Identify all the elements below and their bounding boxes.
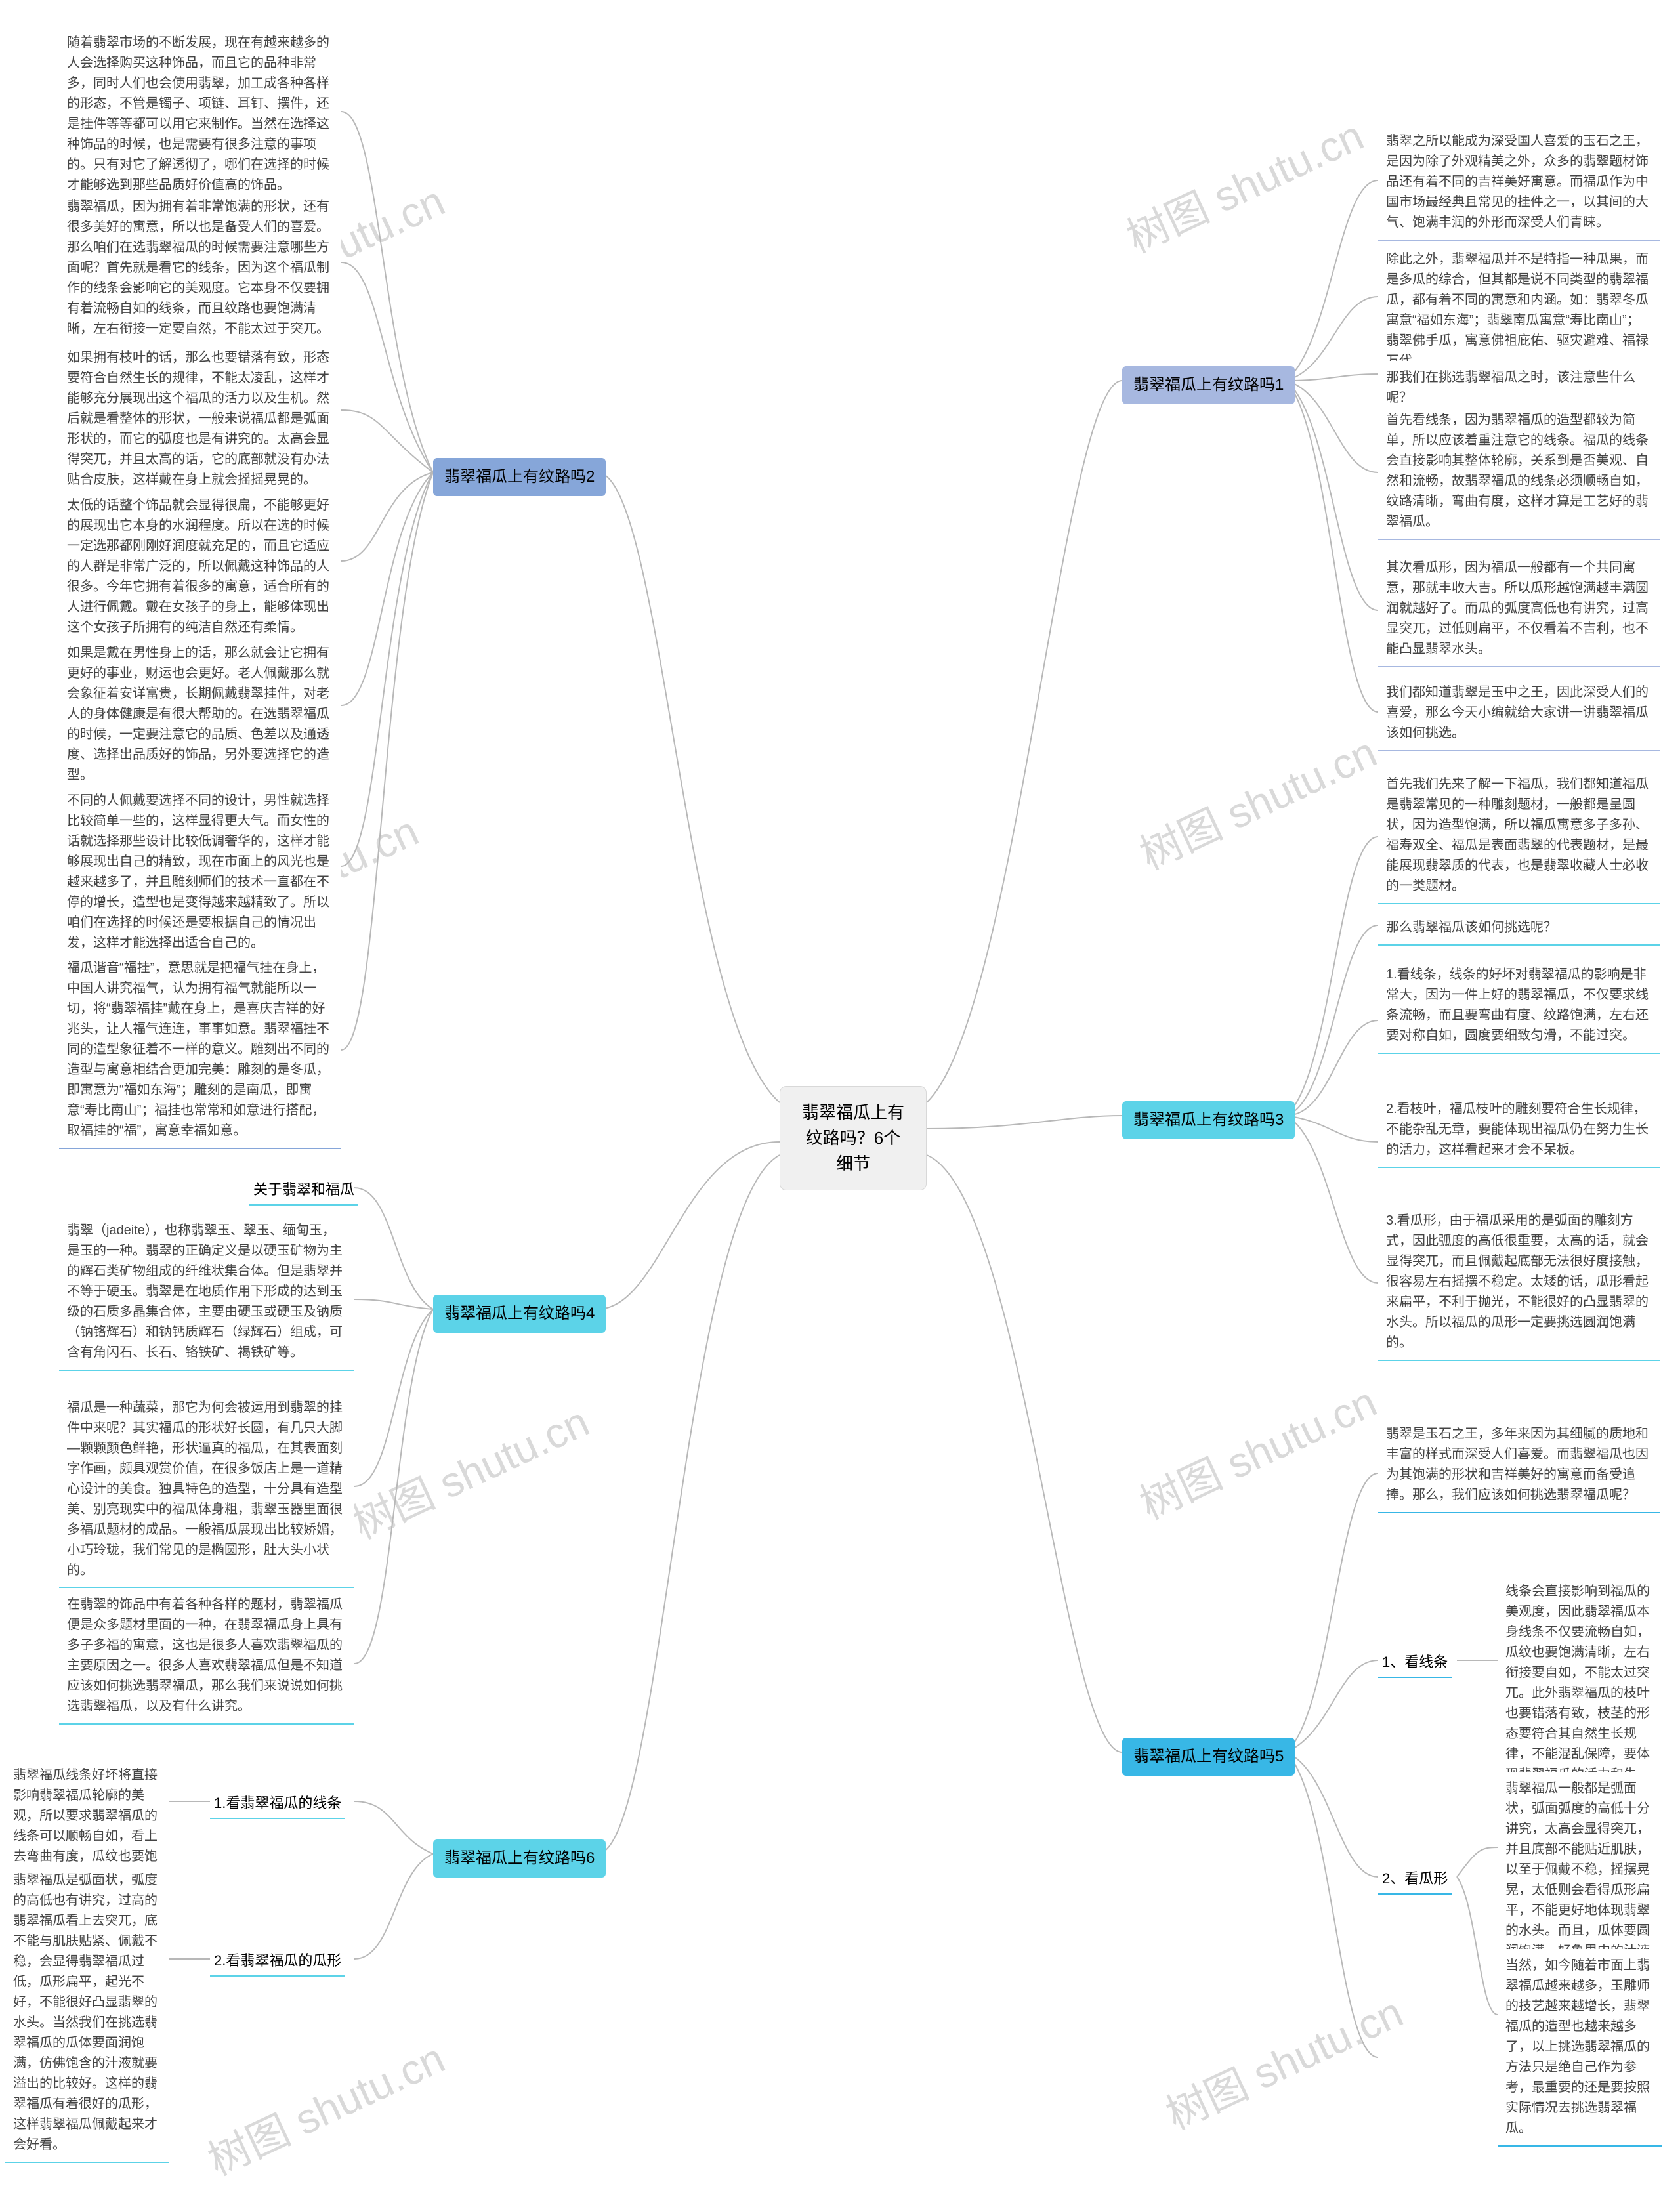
b5-label-0: 1、看线条: [1378, 1648, 1452, 1678]
b1-leaf-3: 首先看线条，因为翡翠福瓜的造型都较为简单，所以应该着重注意它的线条。福瓜的线条会…: [1378, 404, 1660, 540]
b6-text-1: 翡翠福瓜是弧面状，弧度的高低也有讲究，过高的翡翠福瓜看上去突兀，底不能与肌肤贴紧…: [5, 1864, 169, 2163]
b3-leaf-0: 首先我们先来了解一下福瓜，我们都知道福瓜是翡翠常见的一种雕刻题材，一般都是呈圆状…: [1378, 768, 1660, 904]
b1-leaf-4: 其次看瓜形，因为福瓜一般都有一个共同寓意，那就丰收大吉。所以瓜形越饱满越丰满圆润…: [1378, 551, 1660, 667]
watermark: 树图 shutu.cn: [341, 1389, 597, 1551]
watermark: 树图 shutu.cn: [197, 2025, 453, 2187]
b2-leaf-4: 如果是戴在男性身上的话，那么就会让它拥有更好的事业，财运也会更好。老人佩戴那么就…: [59, 637, 341, 793]
watermark: 树图 shutu.cn: [1155, 1979, 1411, 2141]
b1-leaf-0: 翡翠之所以能成为深受国人喜爱的玉石之王，是因为除了外观精美之外，众多的翡翠题材饰…: [1378, 125, 1660, 241]
b4-leaf-1: 翡翠（jadeite），也称翡翠玉、翠玉、缅甸玉，是玉的一种。翡翠的正确定义是以…: [59, 1214, 354, 1371]
watermark: 树图 shutu.cn: [1129, 719, 1385, 881]
b6-label-0: 1.看翡翠福瓜的线条: [210, 1790, 345, 1819]
b3-leaf-3: 2.看枝叶，福瓜枝叶的雕刻要符合生长规律，不能杂乱无章，要能体现出福瓜仍在努力生…: [1378, 1093, 1660, 1168]
b1-leaf-1: 除此之外，翡翠福瓜并不是特指一种瓜果，而是多瓜的综合，但其都是说不同类型的翡翠福…: [1378, 243, 1660, 379]
b4-leaf-3: 在翡翠的饰品中有着各种各样的题材，翡翠福瓜便是众多题材里面的一种，在翡翠福瓜身上…: [59, 1588, 354, 1725]
b2-leaf-1: 翡翠福瓜，因为拥有着非常饱满的形状，还有很多美好的寓意，所以也是备受人们的喜爱。…: [59, 190, 341, 347]
branch-3: 翡翠福瓜上有纹路吗3: [1122, 1101, 1295, 1139]
b4-label-0: 关于翡翠和福瓜: [249, 1176, 358, 1206]
center-node: 翡翠福瓜上有纹路吗？6个细节: [780, 1086, 927, 1190]
b5-intro: 翡翠是玉石之王，多年来因为其细腻的质地和丰富的样式而深受人们喜爱。而翡翠福瓜也因…: [1378, 1417, 1660, 1513]
b6-label-1: 2.看翡翠福瓜的瓜形: [210, 1947, 345, 1977]
b5-text-2: 当然，如今随着市面上翡翠福瓜越来越多，玉雕师的技艺越来越增长，翡翠福瓜的造型也越…: [1498, 1949, 1662, 2147]
branch-1: 翡翠福瓜上有纹路吗1: [1122, 366, 1295, 404]
b3-leaf-2: 1.看线条，线条的好坏对翡翠福瓜的影响是非常大，因为一件上好的翡翠福瓜，不仅要求…: [1378, 958, 1660, 1054]
branch-5: 翡翠福瓜上有纹路吗5: [1122, 1738, 1295, 1776]
b3-leaf-1: 那么翡翠福瓜该如何挑选呢？: [1378, 911, 1660, 946]
b2-leaf-0: 随着翡翠市场的不断发展，现在有越来越多的人会选择购买这种饰品，而且它的品种非常多…: [59, 26, 341, 203]
watermark: 树图 shutu.cn: [1129, 1369, 1385, 1531]
branch-2: 翡翠福瓜上有纹路吗2: [433, 458, 606, 496]
b3-leaf-4: 3.看瓜形，由于福瓜采用的是弧面的雕刻方式，因此弧度的高低很重要，太高的话，就会…: [1378, 1204, 1660, 1361]
b2-leaf-6: 福瓜谐音“福挂”，意思就是把福气挂在身上，中国人讲究福气，认为拥有福气就能所以一…: [59, 952, 341, 1149]
b2-leaf-3: 太低的话整个饰品就会显得很扁，不能够更好的展现出它本身的水润程度。所以在选的时候…: [59, 489, 341, 646]
branch-6: 翡翠福瓜上有纹路吗6: [433, 1839, 606, 1878]
b4-leaf-2: 福瓜是一种蔬菜，那它为何会被运用到翡翠的挂件中来呢？其实福瓜的形状好长圆，有几只…: [59, 1391, 354, 1589]
branch-4: 翡翠福瓜上有纹路吗4: [433, 1295, 606, 1333]
b5-label-1: 2、看瓜形: [1378, 1865, 1452, 1895]
b1-leaf-5: 我们都知道翡翠是玉中之王，因此深受人们的喜爱，那么今天小编就给大家讲一讲翡翠福瓜…: [1378, 676, 1660, 751]
b2-leaf-2: 如果拥有枝叶的话，那么也要错落有致，形态要符合自然生长的规律，不能太凌乱，这样才…: [59, 341, 341, 498]
b2-leaf-5: 不同的人佩戴要选择不同的设计，男性就选择比较简单一些的，这样显得更大气。而女性的…: [59, 784, 341, 961]
watermark: 树图 shutu.cn: [1116, 102, 1372, 264]
